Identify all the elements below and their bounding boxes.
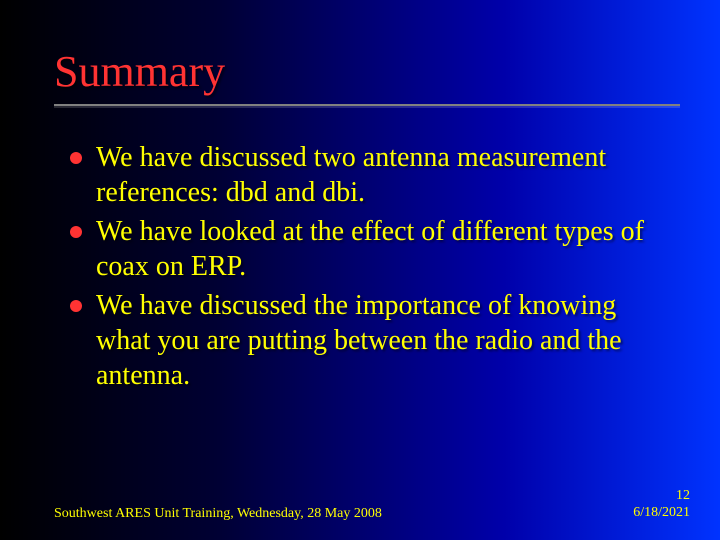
page-number: 12 bbox=[633, 488, 690, 505]
bullet-text: We have discussed the importance of know… bbox=[96, 288, 670, 393]
footer-right: 12 6/18/2021 bbox=[633, 488, 690, 522]
bullet-list: We have discussed two antenna measuremen… bbox=[70, 140, 670, 397]
bullet-icon bbox=[70, 300, 82, 312]
footer-left: Southwest ARES Unit Training, Wednesday,… bbox=[54, 506, 382, 522]
bullet-text: We have discussed two antenna measuremen… bbox=[96, 140, 670, 210]
title-underline bbox=[54, 104, 680, 106]
list-item: We have discussed the importance of know… bbox=[70, 288, 670, 393]
bullet-icon bbox=[70, 152, 82, 164]
slide-title: Summary bbox=[54, 46, 225, 97]
bullet-icon bbox=[70, 226, 82, 238]
footer-date: 6/18/2021 bbox=[633, 505, 690, 522]
list-item: We have discussed two antenna measuremen… bbox=[70, 140, 670, 210]
list-item: We have looked at the effect of differen… bbox=[70, 214, 670, 284]
bullet-text: We have looked at the effect of differen… bbox=[96, 214, 670, 284]
